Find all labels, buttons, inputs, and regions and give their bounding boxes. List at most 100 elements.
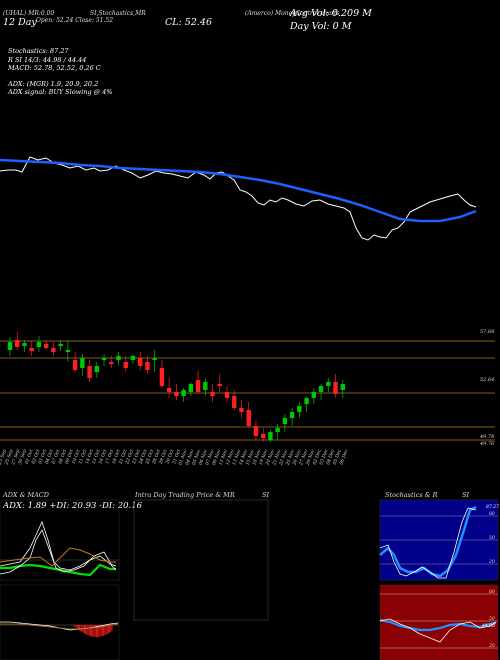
- date-tick-label: 30 Oct: [165, 448, 176, 464]
- candle-body: [253, 426, 259, 436]
- candle-body: [326, 382, 331, 386]
- date-tick-label: 18 Oct: [111, 448, 122, 464]
- macd-bar: [86, 625, 88, 635]
- candle-body: [15, 340, 20, 347]
- candle-body: [101, 358, 107, 360]
- macd-bar: [75, 625, 77, 628]
- date-tick-label: 06 Nov: [198, 448, 209, 466]
- date-tick-label: 01 Nov: [178, 448, 189, 466]
- candle-body: [232, 396, 237, 408]
- candle-body: [43, 344, 49, 348]
- date-tick-label: 25 Nov: [284, 448, 296, 467]
- macd-bar: [98, 625, 100, 637]
- stat-adx: ADX: (MGR) 1.9, 20.9, 20.2: [8, 80, 99, 88]
- rsi-level-label: 80: [489, 590, 495, 595]
- macd-bar: [100, 625, 102, 637]
- date-tick-label: 29 Nov: [305, 448, 317, 467]
- adx-panel-title: ADX & MACD: [3, 491, 49, 499]
- macd-bar: [88, 625, 90, 636]
- candle-body: [268, 432, 273, 440]
- candle-body: [58, 344, 63, 346]
- candle-body: [239, 408, 244, 412]
- macd-bar: [82, 625, 84, 633]
- date-tick-label: 19 Nov: [258, 448, 269, 466]
- date-tick-label: 04 Oct: [44, 448, 55, 464]
- macd-bar: [106, 625, 108, 635]
- macd-bar: [90, 625, 91, 637]
- candle-body: [246, 410, 251, 426]
- candle-body: [138, 358, 143, 366]
- stoch-level-label: 20: [489, 560, 495, 565]
- date-tick-label: 02 Dec: [312, 448, 323, 465]
- date-tick-label: 31 Oct: [171, 448, 182, 464]
- macd-bar: [111, 625, 113, 632]
- macd-bar: [92, 625, 94, 637]
- date-tick-label: 30 Sep: [17, 449, 28, 466]
- date-tick-label: 22 Nov: [278, 448, 290, 467]
- candle-body: [181, 390, 186, 396]
- candle-body: [297, 406, 302, 412]
- candle-body: [260, 434, 266, 438]
- macd-bar: [87, 625, 89, 636]
- candle-body: [116, 356, 121, 360]
- price-level-label: 52.64: [480, 377, 495, 383]
- date-tick-label: 27 Nov: [298, 448, 310, 467]
- macd-bar: [102, 625, 103, 637]
- date-tick-label: 08 Oct: [57, 448, 68, 464]
- date-tick-label: 23 Oct: [131, 448, 142, 465]
- price-level-label: 49.76: [480, 441, 495, 447]
- header-ticker-info: (UHAL) MR:0.00: [3, 10, 55, 17]
- date-tick-label: 03 Oct: [37, 448, 48, 464]
- date-tick-label: 10 Oct: [71, 448, 82, 464]
- macd-bar: [105, 625, 107, 635]
- macd-bar: [96, 625, 97, 637]
- date-tick-label: 22 Oct: [124, 448, 135, 465]
- date-tick-label: 13 Nov: [231, 448, 242, 466]
- candle-body: [152, 358, 157, 360]
- header-day: 12 Day: [3, 17, 37, 28]
- date-tick-label: 28 Oct: [151, 448, 162, 465]
- header-close: CL: 52.46: [165, 17, 212, 28]
- candle-body: [7, 342, 13, 350]
- macd-bar: [94, 625, 96, 637]
- date-tick-label: 15 Nov: [245, 448, 256, 466]
- date-tick-label: 05 Nov: [191, 448, 202, 466]
- date-tick-label: 04 Dec: [325, 448, 336, 465]
- macd-bar: [76, 625, 78, 629]
- stat-macd: MACD: 52.78, 52.52, 0.26 C: [8, 64, 101, 72]
- candlesticks: [7, 332, 345, 442]
- stoch-value: 87.27: [486, 505, 499, 510]
- candle-body: [217, 384, 222, 386]
- macd-bar: [78, 625, 79, 630]
- date-tick-label: 20 Nov: [264, 448, 276, 467]
- moving-average-line: [0, 158, 477, 223]
- header-day-vol: Day Vol: 0 M: [290, 21, 352, 32]
- candle-body: [195, 380, 201, 392]
- candle-body: [311, 392, 317, 398]
- stat-stochastics: Stochastics: 87.27: [8, 47, 69, 55]
- price-level-label: 49.78: [480, 434, 495, 440]
- date-tick-label: 01 Oct: [24, 448, 35, 464]
- date-tick-label: 08 Nov: [211, 448, 222, 466]
- date-tick-label: 07 Nov: [204, 448, 215, 466]
- date-tick-label: 16 Oct: [98, 448, 109, 464]
- candle-body: [304, 398, 309, 404]
- date-tick-label: 26 Nov: [291, 448, 303, 467]
- date-tick-label: 29 Oct: [158, 448, 169, 465]
- date-tick-label: 21 Nov: [271, 448, 283, 467]
- candle-body: [224, 392, 230, 398]
- candle-body: [203, 382, 208, 390]
- stoch-panel-si: SI: [462, 491, 470, 499]
- stoch-level-label: 50: [489, 536, 495, 541]
- candle-body: [65, 350, 71, 352]
- stat-adx-signal: ADX signal: BUY Slowing @ 4%: [8, 88, 113, 96]
- price-level-label: 57.68: [480, 329, 495, 335]
- candle-body: [275, 428, 280, 432]
- candle-body: [51, 348, 56, 352]
- rsi-value: 44.98: [482, 624, 495, 629]
- stoch-panel-title: Stochastics & R: [385, 491, 438, 499]
- candle-body: [318, 386, 324, 392]
- macd-bar: [79, 625, 80, 631]
